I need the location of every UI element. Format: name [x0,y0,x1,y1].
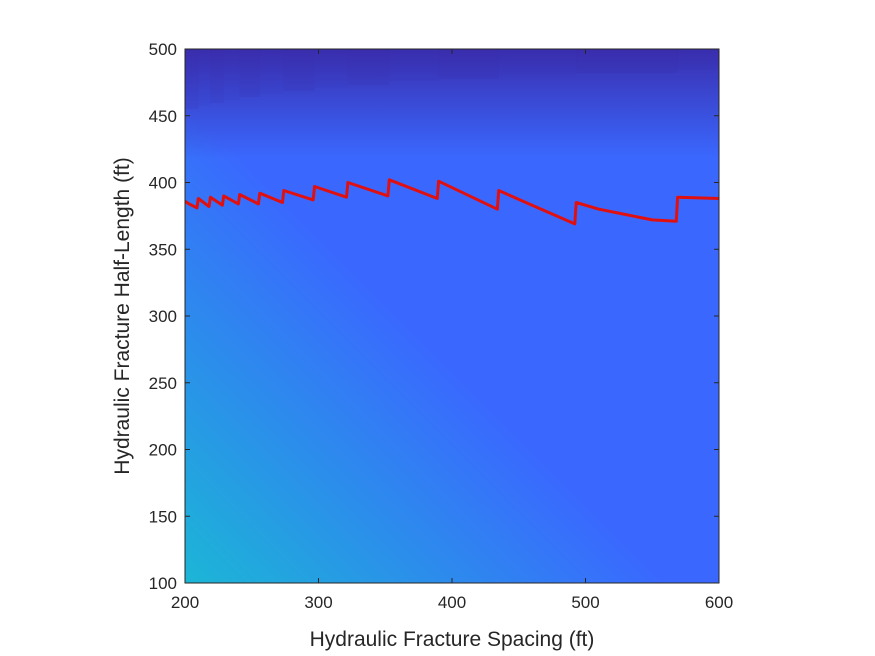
heatmap-column [438,49,499,79]
x-tick-label: 600 [705,593,733,612]
heatmap-column [347,49,390,85]
heatmap-column [498,49,577,76]
y-tick-label: 350 [149,240,177,259]
heatmap-column [677,49,719,70]
y-axis-label: Hydraulic Fracture Half-Length (ft) [111,157,134,474]
x-axis-ticks: 200 300 400 500 600 [171,49,733,612]
heatmap-column [389,49,439,82]
heatmap-column [210,49,224,103]
y-tick-label: 450 [149,107,177,126]
x-tick-label: 200 [171,593,199,612]
heatmap-column [239,49,260,97]
y-tick-label: 100 [149,574,177,593]
x-tick-label: 300 [304,593,332,612]
y-tick-label: 400 [149,174,177,193]
heatmap-column [259,49,284,94]
plot-area [185,49,719,583]
heatmap-column [223,49,240,100]
y-tick-label: 200 [149,441,177,460]
heatmap-column [576,49,678,73]
heatmap-column [198,49,211,106]
heatmap-columns [185,49,719,109]
series-line [185,178,719,226]
heatmap-column [185,49,199,109]
x-axis-label: Hydraulic Fracture Spacing (ft) [310,628,595,651]
heatmap-column [283,49,315,91]
x-tick-label: 400 [438,593,466,612]
y-axis-ticks: 100 150 200 250 300 350 400 450 500 [149,40,719,593]
y-tick-label: 500 [149,40,177,59]
heatmap-column [314,49,348,88]
y-tick-label: 250 [149,374,177,393]
heatmap-top-band [185,49,719,159]
x-tick-label: 500 [571,593,599,612]
y-tick-label: 300 [149,307,177,326]
y-tick-label: 150 [149,507,177,526]
